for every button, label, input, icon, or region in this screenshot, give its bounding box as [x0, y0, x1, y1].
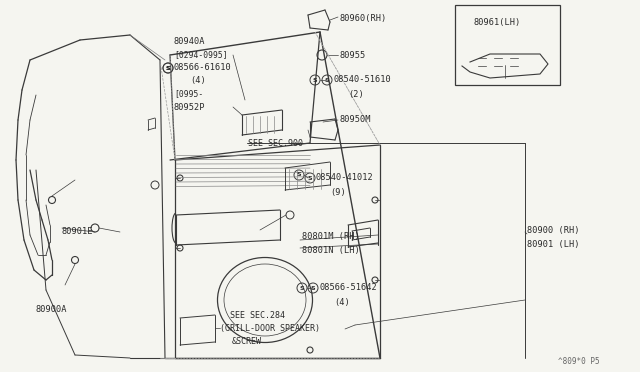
Text: 80801N (LH): 80801N (LH): [302, 246, 360, 254]
Text: 08566-61610: 08566-61610: [174, 64, 232, 73]
Text: (GRILL-DOOR SPEAKER): (GRILL-DOOR SPEAKER): [220, 324, 320, 334]
Text: (9): (9): [330, 187, 346, 196]
Text: (2): (2): [348, 90, 364, 99]
Text: 80901E: 80901E: [62, 228, 93, 237]
Text: (4): (4): [334, 298, 349, 307]
Text: &SCREW: &SCREW: [232, 337, 262, 346]
Text: ^809*0 P5: ^809*0 P5: [558, 357, 600, 366]
Text: 08540-41012: 08540-41012: [316, 173, 374, 183]
Text: 80940A: 80940A: [174, 38, 205, 46]
Text: S: S: [166, 65, 170, 71]
Text: S: S: [308, 176, 312, 180]
Text: S: S: [297, 173, 301, 177]
Text: SEE SEC.900: SEE SEC.900: [248, 138, 303, 148]
Text: [0995-: [0995-: [174, 90, 204, 99]
Text: S: S: [166, 65, 170, 71]
Text: (4): (4): [190, 77, 205, 86]
Text: 08540-51610: 08540-51610: [333, 76, 391, 84]
Text: 80900 (RH): 80900 (RH): [527, 225, 579, 234]
Text: S: S: [324, 77, 330, 83]
Text: 80801M (RH): 80801M (RH): [302, 232, 360, 241]
Text: 80900A: 80900A: [35, 305, 67, 314]
Text: 80950M: 80950M: [340, 115, 371, 125]
Text: 80955: 80955: [340, 51, 366, 61]
Text: 80960(RH): 80960(RH): [340, 13, 387, 22]
Text: 80952P: 80952P: [174, 103, 205, 112]
Text: S: S: [313, 77, 317, 83]
Text: 80961(LH): 80961(LH): [474, 17, 521, 26]
Text: SEE SEC.284: SEE SEC.284: [230, 311, 285, 321]
Text: 80901 (LH): 80901 (LH): [527, 240, 579, 248]
Text: 08566-51642: 08566-51642: [319, 283, 377, 292]
Text: S: S: [300, 285, 304, 291]
FancyBboxPatch shape: [455, 5, 560, 85]
Text: S: S: [310, 285, 316, 291]
Text: [0294-0995]: [0294-0995]: [174, 51, 228, 60]
